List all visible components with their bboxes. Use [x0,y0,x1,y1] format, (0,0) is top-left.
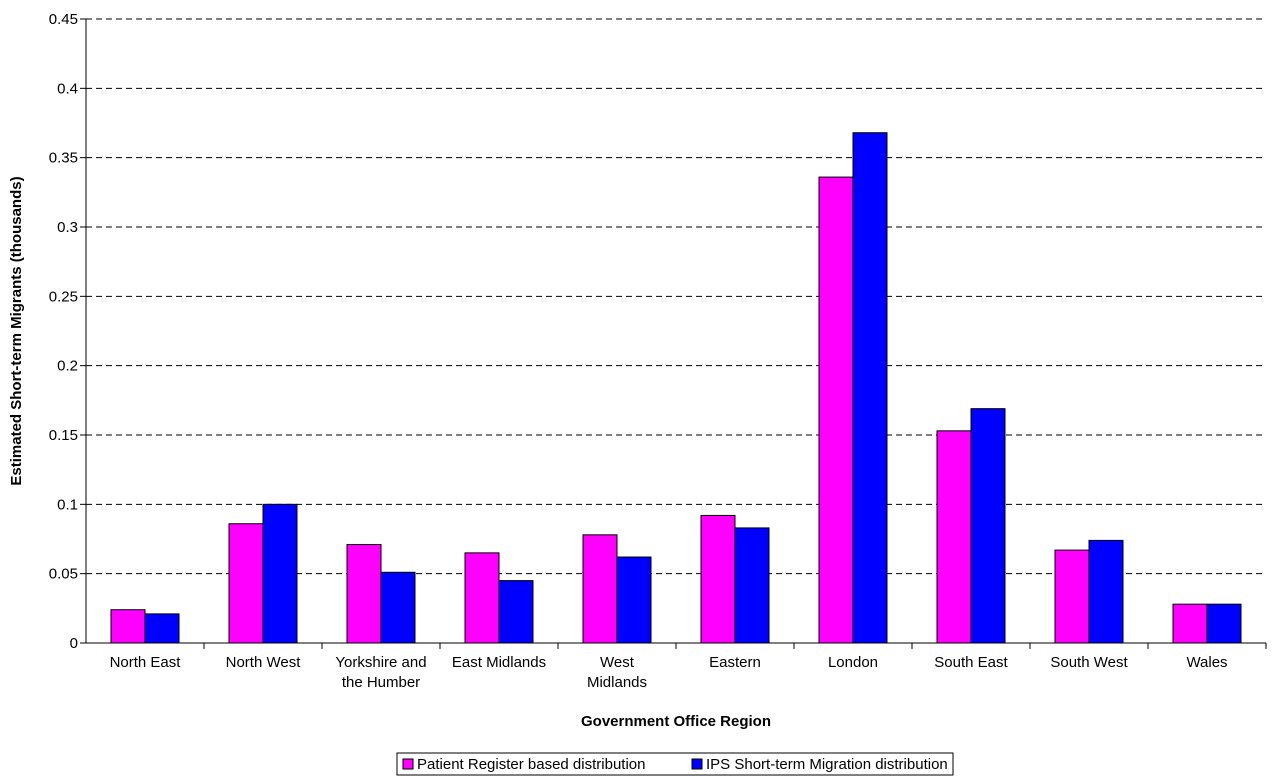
x-tick-label-line: Yorkshire and [335,654,426,671]
bars [110,132,1242,644]
bar-ips-1 [262,503,298,644]
legend-label-ips: IPS Short-term Migration distribution [706,756,948,773]
y-tick-label: 0.1 [57,496,78,513]
x-tick-label-line: North West [226,654,302,671]
x-tick-label: Yorkshire and the Humber [335,654,426,691]
bar-ips-4 [616,556,652,644]
x-tick-label: Eastern [709,654,761,671]
bar-ips-6 [852,132,888,644]
x-tick-label: South West [1050,654,1128,671]
bar-ips-5 [734,527,770,644]
y-tick-label: 0.3 [57,219,78,236]
x-tick-label: London [828,654,878,671]
x-axis-title: Government Office Region [581,713,771,730]
x-tick-label: West Midlands [587,654,647,691]
bar-patient-register-7 [936,430,972,644]
x-tick-label-line: East Midlands [452,654,546,671]
x-tick-label: North West [226,654,302,671]
legend-swatch-ips [691,758,703,770]
y-tick-label: 0.05 [49,566,78,583]
bar-ips-0 [144,613,180,644]
y-tick-labels: 0 0.05 0.1 0.15 0.2 0.25 0.3 0.35 0.4 0.45 [49,11,86,652]
y-tick-label: 0.2 [57,358,78,375]
bar-patient-register-6 [818,176,854,644]
y-tick-label: 0.15 [49,427,78,444]
x-tick-labels: North East North West Yorkshire and the Hum… [110,643,1267,691]
legend: Patient Register based distribution IPS … [396,752,954,776]
bar-ips-7 [970,408,1006,644]
bar-patient-register-5 [700,514,736,644]
bar-patient-register-4 [582,534,618,644]
x-tick-label-line: South East [934,654,1008,671]
legend-swatch-patient-register [402,758,414,770]
bar-patient-register-0 [110,609,146,644]
y-tick-label: 0.4 [57,80,78,97]
legend-box [396,752,954,776]
bar-ips-3 [498,580,534,644]
bar-patient-register-1 [228,523,264,644]
y-tick-label: 0.35 [49,150,78,167]
y-tick-label: 0.45 [49,11,78,28]
x-tick-label-line: Midlands [587,674,647,691]
bar-ips-2 [380,571,416,644]
grid-lines [86,18,1266,575]
y-axis-title: Estimated Short-term Migrants (thousands… [8,176,25,485]
x-tick-label: North East [110,654,182,671]
bar-ips-9 [1206,603,1242,644]
x-tick-label-line: North East [110,654,182,671]
legend-label-patient-register: Patient Register based distribution [417,756,645,773]
bar-patient-register-9 [1172,603,1208,644]
x-tick-label-line: London [828,654,878,671]
bar-patient-register-2 [346,544,382,644]
y-tick-label: 0.25 [49,288,78,305]
x-tick-label-line: the Humber [342,674,420,691]
x-tick-label: South East [934,654,1008,671]
x-tick-label-line: West [600,654,635,671]
x-tick-label: East Midlands [452,654,546,671]
x-tick-label: Wales [1186,654,1227,671]
x-tick-label-line: Eastern [709,654,761,671]
y-tick-label: 0 [70,635,78,652]
bar-ips-8 [1088,539,1124,644]
x-tick-label-line: South West [1050,654,1128,671]
bar-patient-register-8 [1054,549,1090,644]
x-tick-label-line: Wales [1186,654,1227,671]
bar-patient-register-3 [464,552,500,644]
